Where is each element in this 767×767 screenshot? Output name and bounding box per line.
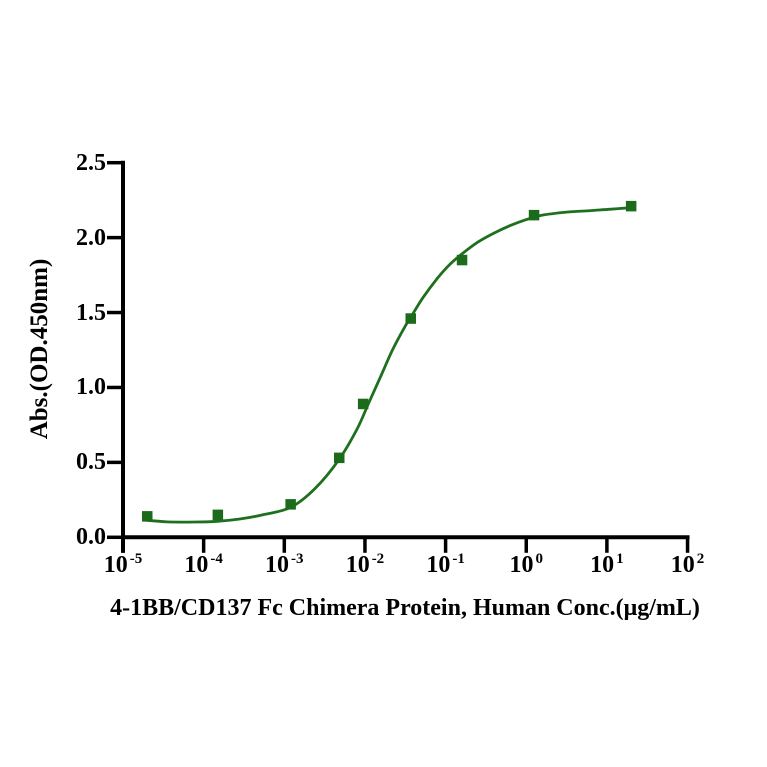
x-tick-exponent: -1 <box>452 551 465 567</box>
x-tick-exponent: -3 <box>291 551 304 567</box>
x-tick-label: 10 -4 <box>162 550 246 583</box>
x-tick-base: 10 <box>670 552 695 578</box>
x-tick-base: 10 <box>345 552 370 578</box>
x-tick-label: 10 -5 <box>81 550 165 583</box>
data-point-marker <box>357 398 369 410</box>
x-tick-base: 10 <box>265 552 290 578</box>
data-point-marker <box>285 499 296 510</box>
y-axis-title: Abs.(OD.450nm) <box>26 258 53 440</box>
x-tick-label: 10 1 <box>565 550 649 583</box>
data-point-marker <box>334 452 345 464</box>
fit-curve-path <box>143 206 633 524</box>
y-tick-label: 1.0 <box>76 374 106 401</box>
y-tick-label: 2.0 <box>76 224 106 251</box>
data-point-marker <box>528 209 540 221</box>
y-tick-label: 0.0 <box>76 524 106 551</box>
x-tick-exponent: -4 <box>210 551 223 567</box>
data-point-marker <box>142 511 153 522</box>
y-tick-label: 1.5 <box>76 299 106 326</box>
data-point-marker <box>212 509 224 521</box>
x-tick-label: 10 -2 <box>323 550 407 583</box>
x-tick-base: 10 <box>590 552 615 578</box>
x-tick-exponent: -5 <box>129 551 143 567</box>
x-tick-exponent: 0 <box>535 551 544 567</box>
x-tick-label: 10 -1 <box>404 550 488 583</box>
x-tick-label: 10 2 <box>646 550 730 583</box>
x-tick-exponent: 1 <box>616 551 624 567</box>
x-tick-exponent: -2 <box>371 551 385 567</box>
x-tick-base: 10 <box>184 552 209 578</box>
data-point-marker <box>456 254 468 266</box>
x-tick-label: 10 -3 <box>242 550 326 583</box>
x-tick-base: 10 <box>103 552 128 578</box>
x-tick-base: 10 <box>509 552 534 578</box>
data-point-marker <box>405 313 416 324</box>
x-axis-title: 4-1BB/CD137 Fc Chimera Protein, Human Co… <box>110 595 700 621</box>
x-tick-exponent: 2 <box>696 551 705 567</box>
data-point-marker <box>625 200 637 212</box>
x-tick-base: 10 <box>426 552 451 578</box>
y-tick-label: 2.5 <box>76 149 106 176</box>
x-tick-label: 10 0 <box>484 550 568 583</box>
y-tick-label: 0.5 <box>76 449 106 476</box>
